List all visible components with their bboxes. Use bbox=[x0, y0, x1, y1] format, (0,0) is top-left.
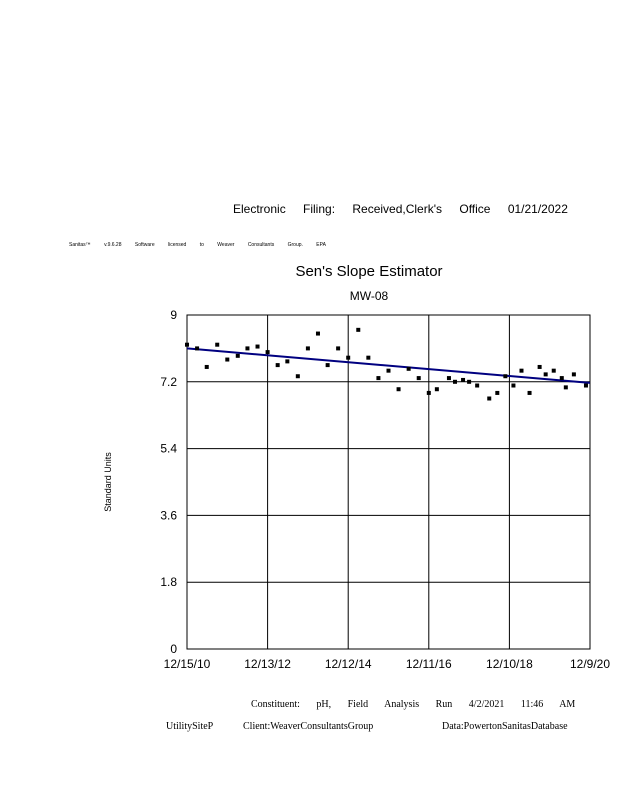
data-point bbox=[475, 383, 480, 388]
data-point bbox=[452, 379, 457, 384]
data-point bbox=[255, 344, 260, 349]
x-tick-label: 12/12/14 bbox=[325, 657, 372, 671]
data-point bbox=[467, 379, 472, 384]
data-point bbox=[225, 357, 230, 362]
data-point bbox=[235, 353, 240, 358]
data-point bbox=[527, 390, 532, 395]
x-tick-label: 12/10/18 bbox=[486, 657, 533, 671]
data-point bbox=[285, 359, 290, 364]
x-tick-label: 12/9/20 bbox=[570, 657, 610, 671]
data-point bbox=[416, 376, 421, 381]
data-point bbox=[446, 376, 451, 381]
data-point bbox=[551, 368, 556, 373]
data-point bbox=[563, 385, 568, 390]
y-tick-label: 5.4 bbox=[160, 442, 177, 456]
data-point bbox=[426, 390, 431, 395]
x-tick-label: 12/15/10 bbox=[164, 657, 211, 671]
data-point bbox=[356, 327, 361, 332]
software-license-note: Sanitas™ v.9.6.28 Software licensed to W… bbox=[69, 242, 326, 248]
client-label: Client:WeaverConsultantsGroup bbox=[243, 721, 374, 732]
data-point bbox=[366, 355, 371, 360]
data-point bbox=[245, 346, 250, 351]
x-tick-label: 12/11/16 bbox=[406, 657, 452, 671]
data-point bbox=[519, 368, 524, 373]
data-point bbox=[461, 377, 466, 382]
data-point bbox=[503, 374, 508, 379]
y-tick-label: 3.6 bbox=[160, 508, 177, 522]
constituent-line: Constituent: pH, Field Analysis Run 4/2/… bbox=[251, 699, 576, 710]
x-tick-label: 12/13/12 bbox=[244, 657, 291, 671]
site-label: UtilitySiteP bbox=[166, 721, 214, 732]
data-point bbox=[396, 387, 401, 392]
y-tick-label: 9 bbox=[170, 308, 177, 322]
data-point bbox=[376, 376, 381, 381]
data-point bbox=[325, 363, 330, 368]
filing-stamp: Electronic Filing: Received,Clerk's Offi… bbox=[233, 202, 568, 216]
chart-title: Sen's Slope Estimator bbox=[295, 263, 443, 280]
data-point bbox=[543, 372, 548, 377]
data-point bbox=[295, 374, 300, 379]
data-point bbox=[336, 346, 341, 351]
data-point bbox=[204, 364, 209, 369]
chart-subtitle: MW-08 bbox=[349, 289, 389, 303]
trend-line bbox=[186, 347, 591, 384]
data-point bbox=[434, 387, 439, 392]
data-point bbox=[559, 376, 564, 381]
y-tick-label: 0 bbox=[170, 642, 177, 656]
data-point bbox=[487, 396, 492, 401]
data-point bbox=[571, 372, 576, 377]
y-tick-label: 1.8 bbox=[160, 575, 177, 589]
data-point bbox=[583, 383, 588, 388]
data-point bbox=[386, 368, 391, 373]
data-point bbox=[346, 355, 351, 360]
data-point bbox=[265, 350, 270, 355]
data-point bbox=[305, 346, 310, 351]
data-point bbox=[195, 346, 200, 351]
data-point bbox=[315, 331, 320, 336]
data-point bbox=[537, 364, 542, 369]
data-point bbox=[406, 366, 411, 371]
data-point bbox=[185, 342, 189, 347]
database-label: Data:PowertonSanitasDatabase bbox=[442, 721, 568, 732]
data-point bbox=[511, 383, 516, 388]
data-point bbox=[495, 390, 500, 395]
data-point bbox=[215, 342, 220, 347]
data-point bbox=[275, 363, 280, 368]
y-tick-label: 7.2 bbox=[160, 375, 177, 389]
